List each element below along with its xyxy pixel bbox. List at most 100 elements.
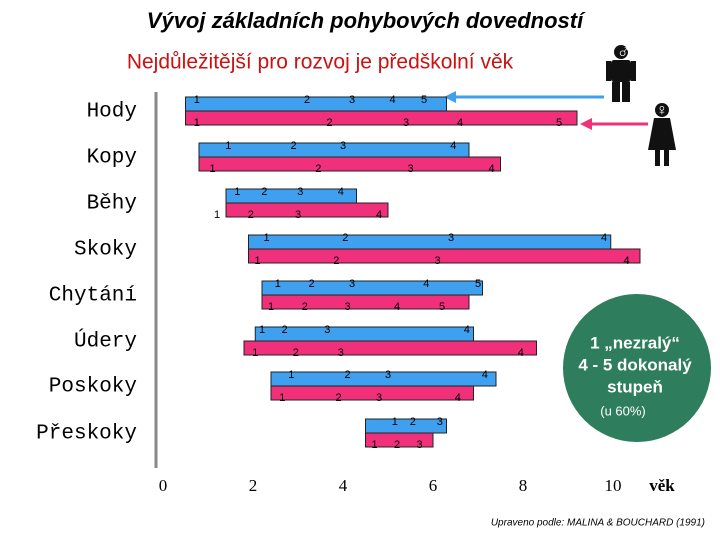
stage-label: 1 (194, 94, 200, 106)
range-bar (261, 280, 483, 296)
stage-label: 3 (385, 369, 391, 381)
stage-label: 3 (297, 186, 303, 198)
stage-label: 3 (376, 392, 382, 404)
x-tick-label: 2 (249, 476, 258, 495)
stage-label: 1 (254, 255, 260, 267)
stage-label: 4 (482, 369, 488, 381)
male-symbol: ♂ (617, 41, 632, 63)
range-bar (270, 385, 474, 401)
stage-label: 5 (439, 301, 445, 313)
female-symbol: ♀ (656, 102, 668, 119)
stage-label: 5 (556, 117, 562, 129)
stage-label: 4 (389, 94, 395, 106)
stage-label: 2 (342, 232, 348, 244)
stage-label: 1 (268, 301, 274, 313)
row-label: Přeskoky (36, 423, 137, 446)
row-label: Běhy (87, 193, 137, 216)
row-label: Kopy (87, 147, 137, 170)
stage-label: 1 (225, 140, 231, 152)
stage-label: 3 (407, 163, 413, 175)
stage-label: 4 (455, 392, 461, 404)
stage-label: 3 (448, 232, 454, 244)
x-tick-label: 8 (519, 476, 528, 495)
stage-label: 2 (308, 278, 314, 290)
stage-label: 1 (209, 163, 215, 175)
x-tick-label: 0 (159, 476, 168, 495)
callout-text: stupeň (607, 377, 663, 396)
stage-label: 2 (326, 117, 332, 129)
stage-label: 2 (261, 186, 267, 198)
stage-label: 4 (488, 163, 494, 175)
stage-label: 2 (333, 255, 339, 267)
stage-label: 4 (376, 209, 382, 221)
title: Vývoj základních pohybových dovedností (147, 8, 586, 33)
stage-label: 3 (437, 416, 443, 428)
stage-label: 4 (623, 255, 629, 267)
stage-label: 1 (263, 232, 269, 244)
stage-label: 3 (344, 301, 350, 313)
stage-label: 1 (279, 392, 285, 404)
stage-label: 3 (295, 209, 301, 221)
stage-label: 3 (324, 324, 330, 336)
range-bar (185, 96, 447, 112)
range-bar (198, 142, 470, 158)
x-axis-label: věk (649, 476, 675, 495)
stage-label: 3 (403, 117, 409, 129)
row-label: Hody (87, 101, 137, 124)
stage-label: 2 (335, 392, 341, 404)
callout-circle (563, 294, 711, 442)
callout-text: 1 „nezralý“ (590, 333, 680, 352)
range-bar (270, 371, 497, 387)
stage-label: 3 (349, 94, 355, 106)
stage-label: 4 (394, 301, 400, 313)
range-bar (198, 156, 501, 172)
stage-label: 4 (518, 347, 524, 359)
stage-label: 1 (214, 209, 220, 221)
callout-text: 4 - 5 dokonalý (578, 355, 692, 374)
stage-label: 2 (281, 324, 287, 336)
female-icon: ♀ (648, 102, 676, 166)
range-bar (243, 340, 537, 356)
stage-label: 1 (275, 278, 281, 290)
stage-label: 5 (421, 94, 427, 106)
x-tick-label: 6 (429, 476, 438, 495)
range-bar (254, 326, 474, 342)
callout-note: (u 60%) (600, 403, 646, 418)
stage-label: 5 (475, 278, 481, 290)
stage-label: 3 (340, 140, 346, 152)
stage-label: 1 (252, 347, 258, 359)
male-icon: ♂ (606, 41, 636, 102)
stage-label: 2 (302, 301, 308, 313)
row-label: Chytání (49, 285, 137, 308)
x-tick-label: 10 (605, 476, 622, 495)
stage-label: 1 (392, 416, 398, 428)
range-bar (225, 202, 389, 218)
range-bar (365, 432, 434, 448)
stage-label: 3 (416, 439, 422, 451)
stage-label: 4 (338, 186, 344, 198)
subtitle: Nejdůležitější pro rozvoj je předškolní … (127, 51, 514, 74)
row-label: Skoky (74, 239, 137, 262)
stage-label: 2 (410, 416, 416, 428)
x-tick-label: 4 (339, 476, 348, 495)
range-bar (248, 248, 641, 264)
row-label: Poskoky (49, 376, 137, 399)
stage-label: 4 (450, 140, 456, 152)
stage-label: 2 (293, 347, 299, 359)
stage-label: 2 (304, 94, 310, 106)
stage-label: 4 (464, 324, 470, 336)
stage-label: 3 (434, 255, 440, 267)
stage-label: 2 (344, 369, 350, 381)
stage-label: 1 (234, 186, 240, 198)
stage-label: 3 (338, 347, 344, 359)
range-bar (248, 234, 612, 250)
stage-label: 1 (259, 324, 265, 336)
range-bar (261, 294, 470, 310)
stage-label: 1 (371, 439, 377, 451)
range-bar (185, 110, 578, 126)
stage-label: 2 (248, 209, 254, 221)
stage-label: 4 (423, 278, 429, 290)
stage-label: 2 (315, 163, 321, 175)
row-label: Údery (74, 330, 137, 354)
